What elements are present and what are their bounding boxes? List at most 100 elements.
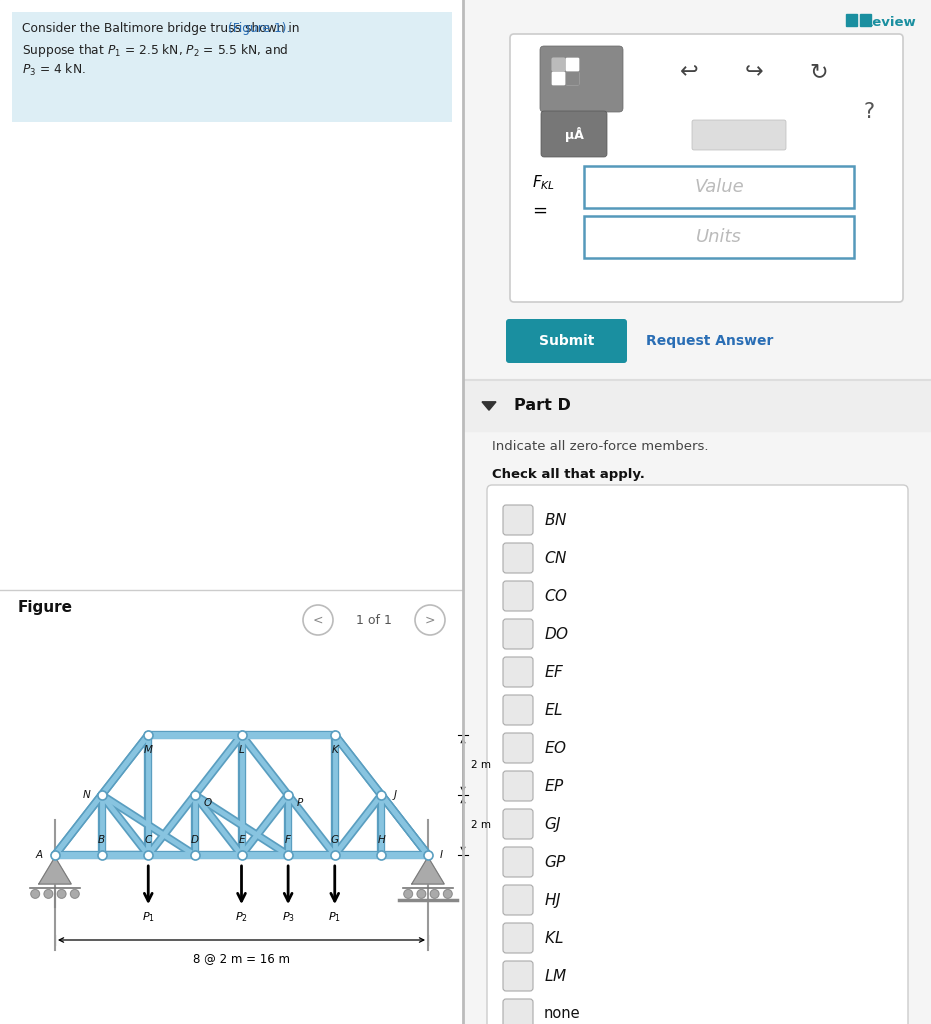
Text: I: I: [440, 850, 443, 860]
Circle shape: [404, 890, 412, 898]
Bar: [464, 0, 931, 1024]
Text: <: <: [313, 613, 323, 627]
FancyBboxPatch shape: [503, 961, 533, 991]
Circle shape: [443, 890, 452, 898]
FancyBboxPatch shape: [503, 733, 533, 763]
Text: $F_{KL}$: $F_{KL}$: [532, 174, 555, 193]
FancyBboxPatch shape: [503, 543, 533, 573]
Bar: [566, 72, 578, 84]
Text: ↩: ↩: [680, 62, 698, 82]
FancyBboxPatch shape: [503, 885, 533, 915]
FancyBboxPatch shape: [503, 771, 533, 801]
FancyBboxPatch shape: [506, 319, 627, 362]
Text: Value: Value: [695, 178, 744, 196]
FancyBboxPatch shape: [503, 657, 533, 687]
Text: Submit: Submit: [539, 334, 594, 348]
Bar: [584, 166, 854, 208]
Bar: [552, 72, 564, 84]
Text: N: N: [83, 790, 90, 800]
Polygon shape: [412, 857, 444, 884]
Text: $\mathit{EF}$: $\mathit{EF}$: [544, 664, 564, 680]
Text: Consider the Baltimore bridge truss shown in: Consider the Baltimore bridge truss show…: [22, 22, 304, 35]
Text: $\mathit{HJ}$: $\mathit{HJ}$: [544, 891, 561, 909]
Text: K: K: [331, 745, 338, 755]
Text: P: P: [297, 798, 304, 808]
Text: ↻: ↻: [810, 62, 829, 82]
Text: $\mathit{LM}$: $\mathit{LM}$: [544, 968, 567, 984]
Text: $\mathit{EL}$: $\mathit{EL}$: [544, 702, 563, 718]
Bar: [0, 0, 463, 1024]
Text: $\mathit{CN}$: $\mathit{CN}$: [544, 550, 568, 566]
FancyBboxPatch shape: [503, 618, 533, 649]
Text: M: M: [143, 745, 153, 755]
Text: Check all that apply.: Check all that apply.: [492, 468, 645, 481]
Text: A: A: [36, 850, 43, 860]
Text: $\mathit{DO}$: $\mathit{DO}$: [544, 626, 569, 642]
Text: $P_1$: $P_1$: [142, 910, 155, 924]
Text: $\mathit{KL}$: $\mathit{KL}$: [544, 930, 563, 946]
Bar: [566, 58, 578, 70]
Bar: [584, 216, 854, 258]
Text: 8 @ 2 m = 16 m: 8 @ 2 m = 16 m: [193, 952, 290, 965]
Text: =: =: [532, 202, 547, 220]
Text: $\mathit{EO}$: $\mathit{EO}$: [544, 740, 567, 756]
Text: Suppose that $\mathit{P}_1$ = 2.5 kN, $\mathit{P}_2$ = 5.5 kN, and: Suppose that $\mathit{P}_1$ = 2.5 kN, $\…: [22, 42, 289, 59]
Bar: [846, 14, 857, 26]
Circle shape: [71, 890, 79, 898]
FancyBboxPatch shape: [503, 505, 533, 535]
Text: 2 m: 2 m: [471, 820, 491, 830]
FancyBboxPatch shape: [503, 999, 533, 1024]
Bar: [860, 14, 871, 26]
Text: 1 of 1: 1 of 1: [356, 613, 392, 627]
Text: Part D: Part D: [514, 398, 571, 414]
Bar: [584, 166, 854, 208]
Text: $P_3$: $P_3$: [282, 910, 294, 924]
Bar: [566, 72, 578, 84]
Text: L: L: [238, 745, 244, 755]
Text: (Figure 1).: (Figure 1).: [228, 22, 290, 35]
Polygon shape: [39, 857, 71, 884]
Polygon shape: [482, 401, 496, 411]
FancyBboxPatch shape: [540, 46, 623, 112]
FancyBboxPatch shape: [487, 485, 908, 1024]
Text: none: none: [544, 1007, 581, 1022]
Circle shape: [430, 890, 439, 898]
Text: $\mathit{CO}$: $\mathit{CO}$: [544, 588, 568, 604]
Circle shape: [58, 890, 66, 898]
FancyBboxPatch shape: [503, 923, 533, 953]
Text: μÅ: μÅ: [564, 127, 584, 141]
Text: J: J: [394, 790, 397, 800]
Text: 2 m: 2 m: [471, 760, 491, 770]
Text: Review: Review: [862, 16, 916, 29]
Text: $\mathit{P}_3$ = 4 kN.: $\mathit{P}_3$ = 4 kN.: [22, 62, 86, 78]
FancyBboxPatch shape: [510, 34, 903, 302]
Circle shape: [44, 890, 53, 898]
Bar: [12, 12, 452, 122]
Bar: [566, 58, 578, 70]
Text: $\mathit{GP}$: $\mathit{GP}$: [544, 854, 567, 870]
Circle shape: [417, 890, 425, 898]
FancyBboxPatch shape: [503, 809, 533, 839]
Text: $\mathit{BN}$: $\mathit{BN}$: [544, 512, 568, 528]
Circle shape: [31, 890, 39, 898]
Text: F: F: [285, 835, 291, 845]
Bar: [552, 72, 564, 84]
Bar: [552, 58, 564, 70]
Text: >: >: [425, 613, 436, 627]
Text: ?: ?: [863, 102, 874, 122]
Text: G: G: [331, 835, 339, 845]
Text: E: E: [238, 835, 245, 845]
Bar: [552, 58, 564, 70]
Text: $P_1$: $P_1$: [329, 910, 342, 924]
Text: B: B: [98, 835, 105, 845]
Text: Indicate all zero-force members.: Indicate all zero-force members.: [492, 440, 708, 453]
FancyBboxPatch shape: [503, 847, 533, 877]
Text: H: H: [377, 835, 385, 845]
Text: Request Answer: Request Answer: [646, 334, 774, 348]
Bar: [464, 381, 931, 431]
FancyBboxPatch shape: [692, 120, 786, 150]
Text: $\mathit{EP}$: $\mathit{EP}$: [544, 778, 565, 794]
Text: $P_2$: $P_2$: [235, 910, 248, 924]
Text: D: D: [191, 835, 199, 845]
Text: $\mathit{GJ}$: $\mathit{GJ}$: [544, 814, 562, 834]
